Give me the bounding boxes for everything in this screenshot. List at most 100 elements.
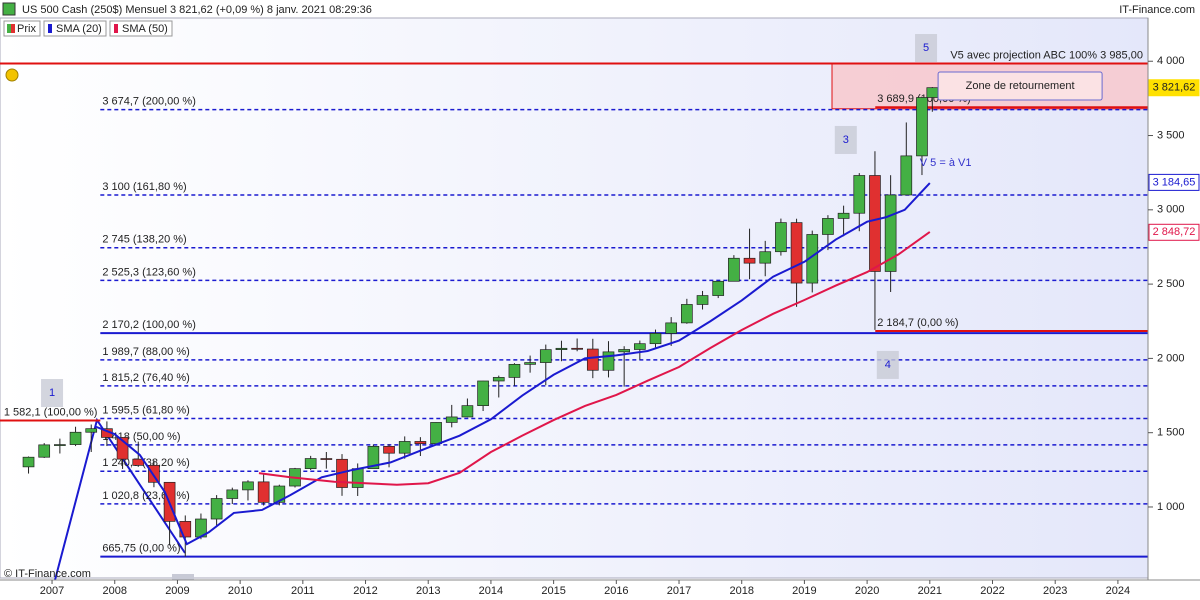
x-tick-label: 2014 bbox=[479, 585, 503, 597]
price-tag bbox=[1148, 173, 1200, 191]
y-tick-label: 1 000 bbox=[1157, 501, 1185, 513]
candle-body bbox=[869, 175, 881, 272]
candle-body bbox=[320, 458, 333, 460]
candle-body bbox=[759, 251, 772, 264]
credit: © IT-Finance.com bbox=[4, 568, 91, 580]
candle-body bbox=[445, 416, 458, 423]
level-label: 665,75 (0,00 %) bbox=[102, 543, 180, 555]
candle-body bbox=[884, 194, 897, 272]
candle-body bbox=[837, 212, 850, 219]
candle-body bbox=[383, 446, 395, 454]
marks bbox=[22, 87, 939, 557]
wave-label: 1 bbox=[49, 387, 55, 399]
level-label: 1 418 (50,00 %) bbox=[102, 431, 180, 443]
wave-label: 5 bbox=[923, 42, 929, 54]
candle-body bbox=[116, 437, 129, 460]
candle-body bbox=[586, 348, 599, 371]
legend-box bbox=[109, 20, 173, 37]
legend-label: SMA (50) bbox=[122, 23, 168, 35]
candle-body bbox=[618, 349, 630, 353]
candle-body bbox=[351, 468, 364, 488]
wave-box bbox=[915, 34, 938, 63]
candle-body bbox=[524, 362, 536, 365]
legend-label: SMA (20) bbox=[56, 23, 102, 35]
x-tick-label: 2013 bbox=[416, 585, 440, 597]
legend-label: Prix bbox=[17, 23, 36, 35]
note: V 5 = à V1 bbox=[920, 157, 972, 169]
y-tick-label: 2 000 bbox=[1157, 352, 1185, 364]
candle-body bbox=[712, 280, 725, 296]
x-tick-label: 2019 bbox=[792, 585, 816, 597]
candle-body bbox=[806, 234, 819, 284]
price-tag bbox=[1148, 223, 1200, 241]
price-tag-label: 2 848,72 bbox=[1153, 226, 1196, 238]
candle-body bbox=[54, 444, 66, 446]
candle-body bbox=[85, 428, 98, 433]
wave-box bbox=[41, 379, 64, 408]
x-tick-label: 2020 bbox=[855, 585, 879, 597]
x-tick-label: 2011 bbox=[291, 585, 315, 597]
x-tick-label: 2010 bbox=[228, 585, 252, 597]
x-tick-label: 2021 bbox=[918, 585, 942, 597]
y-tick-label: 2 500 bbox=[1157, 278, 1185, 290]
candle-body bbox=[555, 347, 568, 350]
y-tick-label: 1 500 bbox=[1157, 427, 1185, 439]
candle-body bbox=[775, 222, 787, 253]
candle-body bbox=[304, 458, 317, 469]
y-tick-label: 3 500 bbox=[1157, 129, 1185, 141]
candle-body bbox=[414, 441, 427, 445]
chart-title: US 500 Cash (250$) Mensuel 3 821,62 (+0,… bbox=[22, 4, 372, 16]
candle-body bbox=[226, 489, 239, 499]
candle-body bbox=[22, 456, 35, 468]
candle-body bbox=[508, 363, 521, 378]
alert-icon bbox=[5, 68, 19, 82]
candle-body bbox=[210, 498, 223, 520]
candle-body bbox=[69, 431, 82, 445]
sma-line bbox=[258, 231, 931, 486]
level-label: 1 582,1 (100,00 %) bbox=[4, 406, 98, 418]
x-tick-label: 2018 bbox=[729, 585, 753, 597]
candle-body bbox=[430, 422, 442, 445]
candle-body bbox=[926, 87, 939, 98]
candle-body bbox=[900, 155, 913, 196]
candle-body bbox=[649, 333, 662, 345]
x-tick-label: 2024 bbox=[1106, 585, 1130, 597]
legend-swatch bbox=[7, 24, 11, 33]
x-tick-label: 2015 bbox=[541, 585, 565, 597]
level-label: 2 525,3 (123,60 %) bbox=[102, 266, 196, 278]
candle-body bbox=[461, 405, 474, 418]
levels: V5 avec projection ABC 100% 3 985,003 68… bbox=[0, 49, 1149, 558]
candle-body bbox=[273, 485, 286, 503]
wave-box bbox=[834, 125, 857, 154]
y-axis-panel bbox=[1148, 18, 1200, 580]
candle-body bbox=[743, 257, 756, 264]
level-label: 1 989,7 (88,00 %) bbox=[102, 346, 189, 358]
candle-body bbox=[633, 343, 646, 350]
x-tick-label: 2007 bbox=[40, 585, 64, 597]
level-label: 3 100 (161,80 %) bbox=[102, 181, 186, 193]
x-tick-label: 2022 bbox=[980, 585, 1004, 597]
y-tick-label: 3 000 bbox=[1157, 204, 1185, 216]
wave-box bbox=[172, 574, 194, 580]
legend-swatch bbox=[11, 24, 15, 33]
candle-body bbox=[853, 175, 866, 214]
zone-label: Zone de retournement bbox=[966, 80, 1075, 92]
legend-box bbox=[43, 20, 107, 37]
sma-line bbox=[95, 182, 931, 546]
source: IT-Finance.com bbox=[1119, 4, 1195, 16]
candle-body bbox=[728, 257, 740, 282]
x-tick-label: 2017 bbox=[667, 585, 691, 597]
x-tick-label: 2016 bbox=[604, 585, 628, 597]
level-label: 1 595,5 (61,80 %) bbox=[102, 404, 189, 416]
candle-body bbox=[681, 304, 693, 324]
candle-body bbox=[790, 222, 803, 284]
level-label: V5 avec projection ABC 100% 3 985,00 bbox=[950, 49, 1143, 61]
x-tick-label: 2008 bbox=[102, 585, 126, 597]
wave-box bbox=[876, 350, 899, 379]
level-label: 2 745 (138,20 %) bbox=[102, 234, 186, 246]
plot-area bbox=[0, 17, 1149, 579]
axes: 1 000 1 500 2 000 2 500 3 000 3 500 4 000 2007 2… bbox=[40, 55, 1200, 597]
candle-body bbox=[539, 349, 552, 363]
